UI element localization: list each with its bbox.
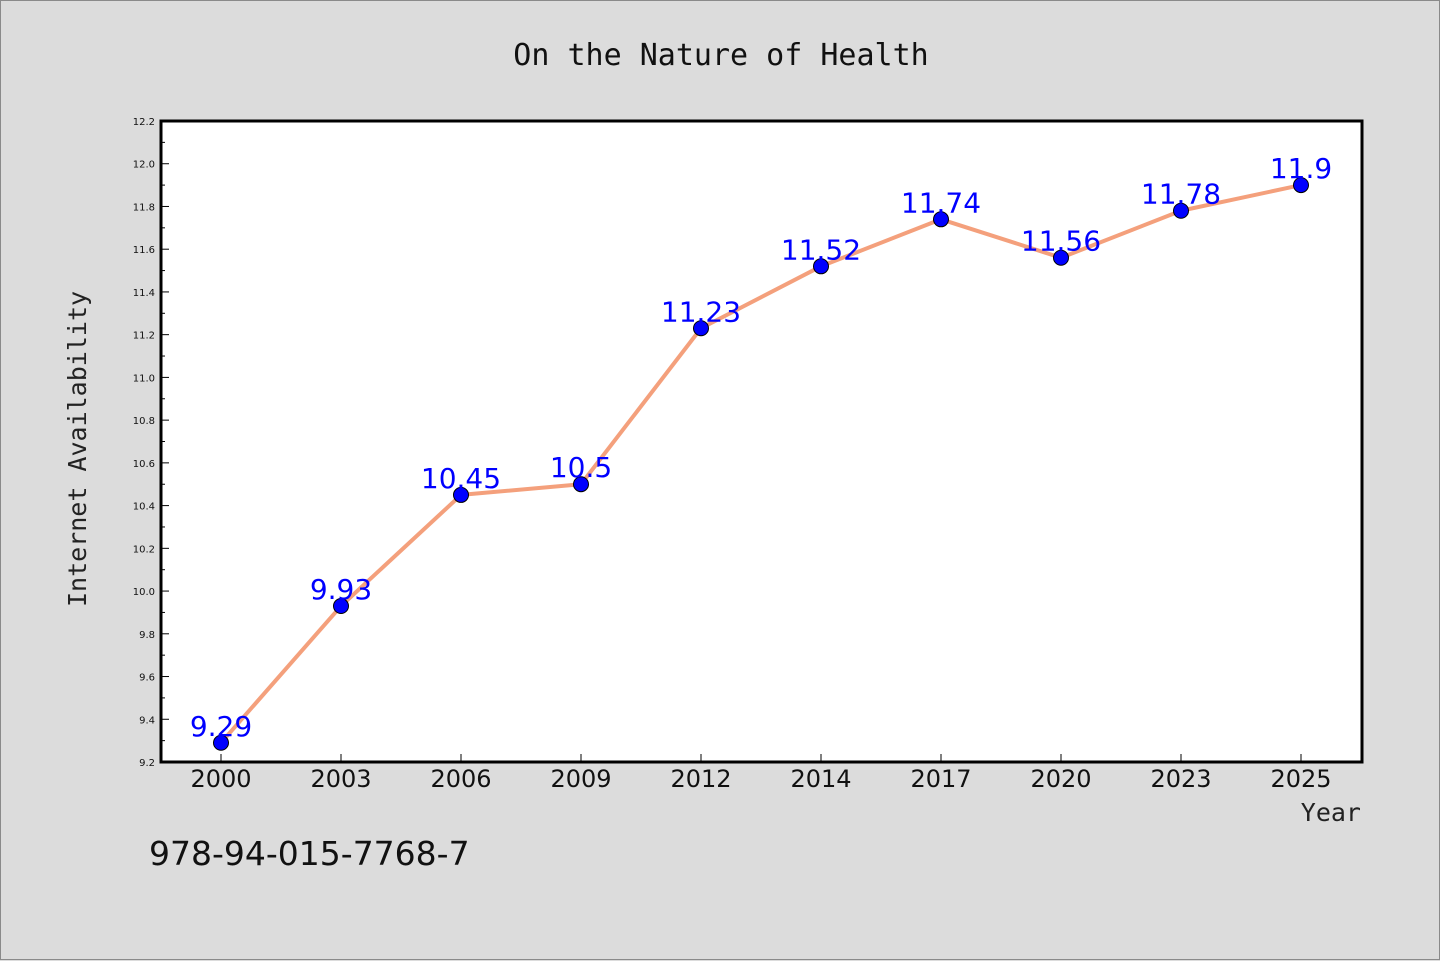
data-point (1173, 202, 1189, 219)
series-layer: 9.29 9.93 10.45 10.5 11.23 11.52 11.74 11.56 11.… (190, 152, 1332, 751)
data-label: 9.93 (310, 573, 372, 606)
data-point (573, 476, 589, 493)
chart-title: On the Nature of Health (513, 38, 928, 73)
data-label: 10.5 (550, 451, 612, 484)
data-label: 11.9 (1270, 152, 1332, 185)
x-axis-label: Year (1301, 798, 1361, 827)
data-point (1293, 177, 1309, 194)
y-tick-label: 10.2 (133, 544, 155, 555)
x-tick-label: 2025 (1270, 765, 1331, 793)
y-tick-label: 9.8 (139, 630, 155, 641)
data-point (1053, 249, 1069, 266)
y-tick-label: 11.2 (133, 331, 155, 342)
data-label: 11.23 (661, 295, 741, 328)
x-tick-label: 2006 (430, 765, 491, 793)
y-tick-label: 11.6 (133, 245, 155, 256)
data-label: 10.45 (421, 462, 501, 495)
y-axis-label: Internet Availability (63, 291, 92, 607)
x-tick-label: 2020 (1030, 765, 1091, 793)
data-label: 11.56 (1021, 225, 1101, 258)
data-label: 11.78 (1141, 178, 1221, 211)
y-tick-label: 12.0 (133, 160, 155, 171)
x-axis: 2000 2003 2006 2009 2012 2014 2017 2020 2023 2025 (190, 754, 1332, 793)
y-tick-label: 10.6 (133, 459, 155, 470)
data-label: 11.74 (901, 186, 981, 219)
x-tick-label: 2012 (670, 765, 731, 793)
plot-area (159, 119, 1364, 764)
data-point (693, 320, 709, 337)
isbn-annotation: 978-94-015-7768-7 (149, 834, 470, 873)
data-label: 9.29 (190, 710, 252, 743)
y-tick-label: 10.8 (133, 416, 155, 427)
y-tick-label: 9.6 (139, 673, 155, 684)
x-tick-label: 2014 (790, 765, 851, 793)
x-tick-label: 2023 (1150, 765, 1211, 793)
data-point (933, 211, 949, 228)
x-tick-label: 2003 (310, 765, 371, 793)
y-tick-label: 11.4 (133, 288, 155, 299)
x-tick-label: 2017 (910, 765, 971, 793)
data-label: 11.52 (781, 233, 861, 266)
series-line (219, 183, 1302, 745)
x-tick-label: 2009 (550, 765, 611, 793)
data-point (213, 734, 229, 751)
y-tick-label: 12.2 (133, 117, 155, 128)
y-tick-label: 9.4 (139, 715, 155, 726)
y-tick-label: 11.8 (133, 202, 155, 213)
x-tick-label: 2000 (190, 765, 251, 793)
y-tick-label: 10.0 (133, 587, 155, 598)
y-tick-label: 9.2 (139, 758, 155, 769)
data-point (333, 598, 349, 615)
y-tick-label: 11.0 (133, 373, 155, 384)
data-point (813, 258, 829, 275)
data-point (453, 486, 469, 503)
y-axis: 9.2 9.4 9.6 9.8 10.0 10.2 10.4 10.6 10.8 11.0 11.2… (133, 117, 169, 769)
y-tick-label: 10.4 (133, 502, 155, 513)
